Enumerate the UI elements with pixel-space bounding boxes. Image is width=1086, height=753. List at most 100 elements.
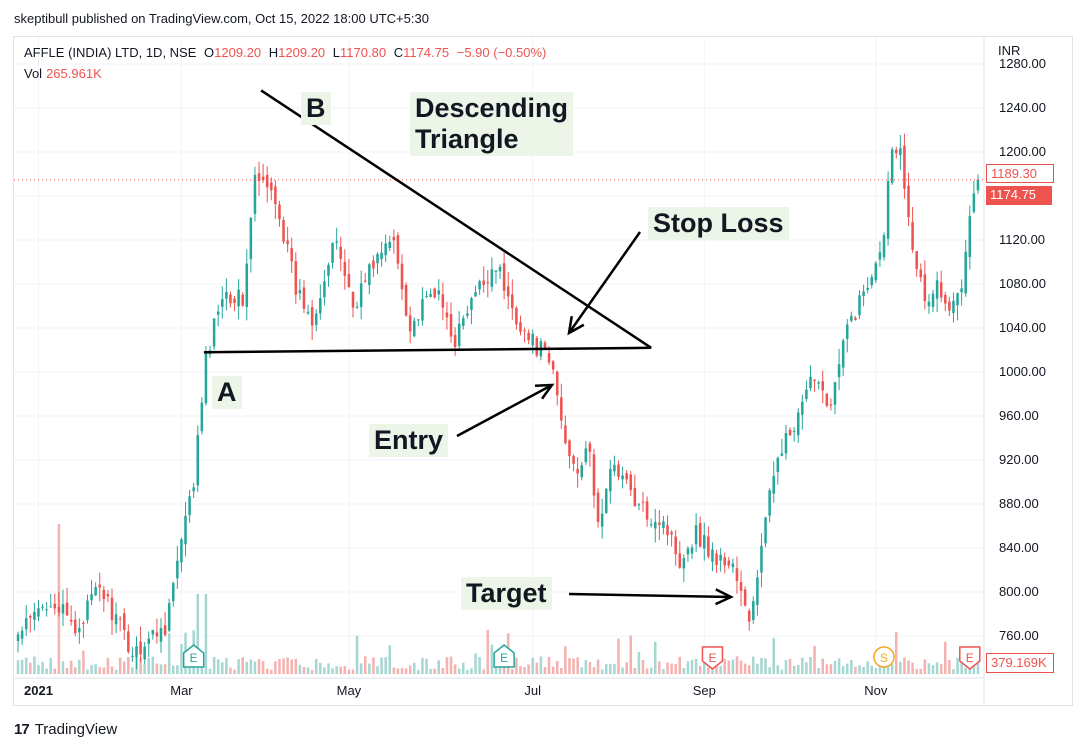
candle-body — [61, 604, 65, 614]
candle-body — [768, 490, 771, 516]
volume-bar — [931, 665, 935, 674]
entry-label: Entry — [369, 424, 449, 457]
volume-bar — [956, 658, 959, 674]
low-label: L — [332, 45, 341, 60]
candle-body — [347, 273, 351, 287]
volume-bar — [78, 659, 81, 674]
candle-body — [805, 389, 808, 399]
candle-body — [890, 149, 894, 183]
volume-bar — [592, 667, 596, 674]
volume-bar — [319, 662, 322, 674]
candle-body — [850, 315, 853, 321]
y-tick-label: 1040.00 — [999, 320, 1046, 335]
volume-bar — [208, 668, 212, 674]
volume-bar — [396, 668, 400, 674]
entry-arrow-head — [534, 383, 555, 400]
candle-body — [837, 364, 841, 378]
volume-bar — [792, 665, 796, 674]
volume-bar — [568, 657, 571, 674]
volume-bar — [768, 667, 771, 674]
event-marker-label: E — [708, 651, 716, 665]
volume-bar — [715, 662, 718, 674]
volume-bar — [363, 656, 367, 674]
candle-body — [862, 291, 865, 296]
candle-body — [968, 216, 972, 258]
candle-body — [147, 638, 151, 644]
volume-bar — [86, 669, 89, 674]
volume-bar — [564, 646, 567, 674]
volume-bar — [952, 669, 955, 674]
volume-bar — [666, 662, 669, 674]
candle-body — [511, 294, 514, 309]
candle-layer — [16, 133, 980, 670]
volume-bar — [270, 669, 273, 674]
candle-body — [376, 253, 379, 264]
low-value: 1170.80 — [340, 45, 387, 60]
volume-bar — [576, 657, 579, 674]
volume-bar — [278, 659, 281, 674]
candle-body — [527, 332, 530, 341]
volume-bar — [817, 668, 820, 674]
volume-bar — [886, 665, 890, 674]
candle-body — [764, 517, 767, 544]
volume-bar — [813, 646, 816, 674]
candle-body — [584, 448, 588, 462]
candle-body — [237, 289, 240, 307]
volume-bar — [482, 669, 485, 674]
candle-body — [866, 287, 869, 290]
y-tick-label: 1200.00 — [999, 144, 1046, 159]
volume-bar — [417, 669, 420, 674]
candle-body — [24, 618, 28, 630]
y-tick-label: 920.00 — [999, 452, 1039, 467]
candle-body — [470, 298, 473, 310]
volume-bar — [560, 667, 563, 674]
label-b: B — [301, 92, 331, 125]
candle-body — [666, 525, 669, 536]
candle-body — [858, 295, 861, 316]
volume-bar — [306, 667, 310, 674]
candle-body — [106, 593, 110, 597]
volume-bar — [331, 668, 334, 674]
volume-bar — [780, 669, 784, 674]
candle-body — [245, 263, 249, 307]
candle-body — [380, 252, 383, 260]
candle-body — [408, 315, 412, 332]
chart-frame[interactable] — [13, 36, 1073, 706]
candle-body — [711, 549, 714, 562]
volume-bar — [796, 664, 800, 674]
footer[interactable]: 17 TradingView — [14, 721, 117, 738]
close-value: 1174.75 — [403, 45, 450, 60]
candle-body — [94, 587, 97, 596]
volume-bar — [939, 664, 943, 674]
candle-body — [788, 429, 792, 436]
candle-body — [229, 294, 232, 304]
volume-bar — [633, 668, 637, 674]
candle-body — [698, 523, 702, 547]
volume-bar — [462, 662, 465, 674]
candle-body — [49, 606, 52, 608]
target-arrow-head — [715, 588, 734, 606]
volume-bar — [233, 669, 236, 674]
candle-body — [127, 631, 130, 652]
candle-body — [372, 260, 375, 269]
volume-value: 265.961K — [46, 66, 102, 81]
candle-body — [674, 536, 677, 555]
x-tick-label: May — [337, 683, 362, 698]
volume-bar — [347, 669, 351, 674]
candle-body — [212, 318, 216, 347]
volume-bar — [711, 667, 714, 674]
volume-bar — [645, 668, 649, 674]
volume-bar — [286, 657, 289, 674]
candle-body — [817, 382, 820, 384]
candle-body — [948, 301, 951, 311]
volume-bar — [747, 665, 751, 674]
volume-bar — [690, 659, 694, 674]
candle-body — [335, 241, 338, 243]
volume-bar — [351, 669, 355, 674]
volume-bar — [776, 665, 780, 674]
volume-bar — [53, 668, 57, 674]
candle-body — [854, 317, 857, 320]
candle-body — [396, 235, 400, 264]
candle-body — [314, 313, 318, 325]
